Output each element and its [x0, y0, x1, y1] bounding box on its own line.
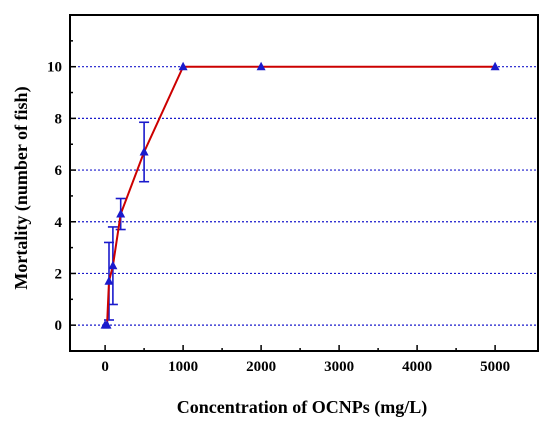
series-line	[105, 65, 496, 327]
data-point	[108, 260, 118, 270]
y-tick-label: 8	[55, 111, 63, 127]
tick-marks	[70, 40, 496, 351]
data-point	[104, 276, 114, 285]
data-point	[139, 146, 149, 156]
data-point	[256, 61, 266, 71]
y-tick-label: 2	[55, 266, 63, 282]
y-tick-label: 10	[47, 60, 62, 76]
data-point	[178, 61, 188, 71]
y-tick-labels: 0 2 4 6 8 10	[47, 60, 63, 334]
data-point	[102, 320, 112, 329]
data-point	[490, 61, 500, 71]
plot-frame	[69, 14, 539, 352]
y-tick-label: 6	[55, 163, 63, 179]
data-markers	[100, 61, 500, 329]
x-tick-label: 1000	[168, 359, 198, 375]
x-tick-label: 5000	[480, 359, 510, 375]
x-tick-label: 3000	[324, 359, 354, 375]
y-tick-label: 4	[55, 215, 63, 231]
x-tick-labels: 0 1000 2000 3000 4000 5000	[101, 359, 510, 375]
x-axis-title: Concentration of OCNPs (mg/L)	[177, 397, 427, 418]
x-tick-label: 0	[101, 359, 109, 375]
y-tick-label: 0	[55, 318, 63, 334]
y-axis-title: Mortality (number of fish)	[11, 86, 32, 289]
x-tick-label: 4000	[402, 359, 432, 375]
grid-lines	[70, 66, 538, 326]
data-point	[116, 209, 126, 218]
x-tick-label: 2000	[246, 359, 276, 375]
